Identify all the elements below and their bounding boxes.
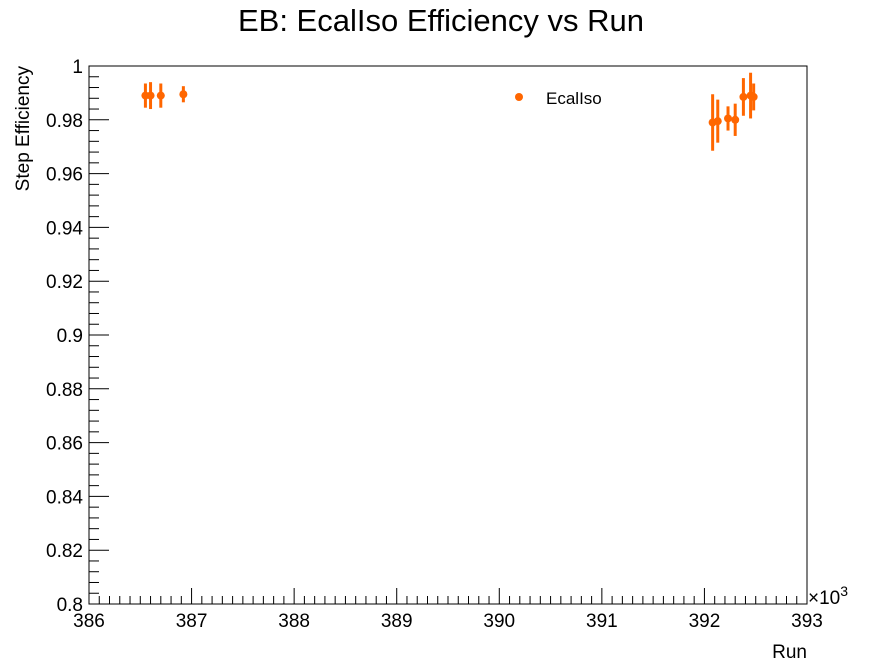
x-tick-label: 388	[278, 611, 310, 632]
data-point	[739, 78, 748, 116]
data-marker	[179, 90, 188, 99]
y-tick-label: 0.82	[46, 541, 83, 562]
data-marker	[724, 114, 733, 123]
y-tick-label: 1	[72, 57, 83, 78]
x-tick-label: 389	[381, 611, 413, 632]
y-tick-label: 0.86	[46, 434, 83, 455]
data-point	[749, 83, 758, 111]
x-axis-label: Run	[772, 642, 807, 663]
x-tick-label: 386	[73, 611, 105, 632]
data-points-layer	[141, 72, 758, 151]
y-tick-label: 0.84	[46, 487, 83, 508]
x-tick-label: 392	[689, 611, 721, 632]
y-tick-label: 0.8	[57, 595, 83, 616]
x-axis-multiplier-base: ×10	[808, 588, 840, 609]
plot-frame	[88, 65, 808, 605]
x-tick-label: 393	[791, 611, 823, 632]
chart-title: EB: EcalIso Efficiency vs Run	[238, 3, 644, 38]
data-point	[713, 99, 722, 143]
data-point	[156, 83, 165, 108]
x-tick-label: 391	[586, 611, 618, 632]
axis-ticks-layer	[88, 65, 808, 605]
x-tick-label: 390	[483, 611, 515, 632]
data-marker	[749, 92, 758, 101]
y-tick-label: 0.92	[46, 272, 83, 293]
data-marker	[146, 91, 155, 100]
y-tick-label: 0.94	[46, 218, 83, 239]
y-tick-label: 0.96	[46, 165, 83, 186]
data-point	[179, 86, 188, 103]
data-marker	[731, 115, 740, 124]
x-axis-multiplier-exponent: 3	[840, 583, 848, 599]
y-tick-label: 0.98	[46, 111, 83, 132]
y-tick-label: 0.88	[46, 380, 83, 401]
y-axis-label: Step Efficiency	[13, 66, 34, 192]
legend: EcalIso	[515, 89, 602, 108]
data-marker	[739, 92, 748, 101]
plot-frame-layer	[88, 65, 808, 605]
data-marker	[156, 91, 165, 100]
data-point	[146, 82, 155, 110]
legend-label: EcalIso	[546, 89, 602, 108]
data-marker	[713, 117, 722, 126]
data-point	[724, 106, 733, 131]
x-axis-multiplier: ×103	[808, 583, 848, 609]
data-point	[731, 103, 740, 136]
x-tick-label: 387	[176, 611, 208, 632]
legend-marker	[515, 93, 523, 101]
y-tick-label: 0.9	[57, 326, 83, 347]
tick-labels-layer: 386 387 388 389 390 391 392 393 0.8 0.82 0.84 0.86 0…	[46, 57, 823, 632]
